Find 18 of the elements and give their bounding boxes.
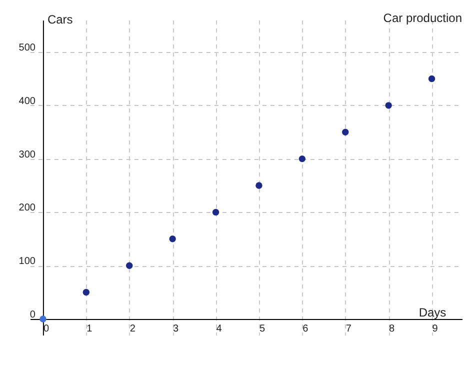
chart-title: Car production xyxy=(383,11,462,25)
x-tick-label: 7 xyxy=(346,323,352,334)
x-tick-label: 8 xyxy=(389,323,396,334)
x-tick-label: 3 xyxy=(173,323,180,334)
y-tick-label: 100 xyxy=(18,256,36,268)
x-tick-label: 4 xyxy=(216,323,222,334)
x-tick-label: 6 xyxy=(302,323,309,334)
y-tick-label: 300 xyxy=(18,149,36,160)
x-axis-title: Days xyxy=(418,305,446,320)
y-tick-label: 200 xyxy=(18,202,36,214)
x-tick-label: 2 xyxy=(130,323,136,334)
y-axis-title: Cars xyxy=(47,12,73,26)
x-tick-label: 1 xyxy=(86,323,93,334)
x-tick-label: 9 xyxy=(432,323,438,334)
y-tick-label: 0 xyxy=(30,309,36,320)
x-tick-label: 5 xyxy=(259,323,266,334)
y-tick-label: 500 xyxy=(18,42,36,54)
y-tick-label: 400 xyxy=(18,96,36,107)
